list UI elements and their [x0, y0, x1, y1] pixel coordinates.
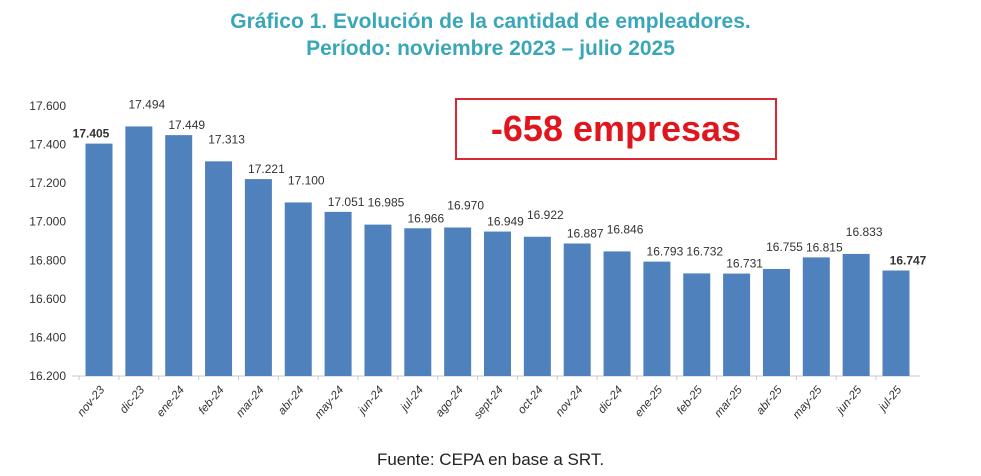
x-tick-label: oct-24 [516, 384, 546, 416]
data-label: 16.747 [890, 254, 927, 268]
x-tick-label: jul-25 [876, 384, 905, 415]
source-note: Fuente: CEPA en base a SRT. [376, 450, 605, 469]
bar [523, 236, 551, 376]
bar [723, 273, 751, 376]
bar [802, 257, 830, 376]
y-tick-label: 17.600 [29, 99, 66, 113]
bar [244, 179, 272, 376]
data-label: 16.922 [527, 208, 564, 222]
data-label: 17.494 [128, 97, 165, 111]
annotation-box: -658 empresas [455, 98, 777, 160]
x-tick-label: ene-25 [633, 384, 666, 420]
y-tick-label: 16.400 [29, 330, 66, 344]
data-label: 17.100 [288, 173, 325, 187]
data-label: 16.833 [846, 225, 883, 239]
bar [643, 261, 671, 376]
x-tick-label: nov-24 [554, 384, 586, 419]
bar [683, 273, 711, 376]
bar [324, 211, 352, 376]
x-tick-label: jun-25 [833, 384, 864, 418]
x-tick-label: may-25 [791, 384, 825, 422]
x-tick-label: feb-24 [197, 384, 227, 417]
bar [484, 231, 511, 376]
x-tick-label: jul-24 [398, 384, 427, 415]
data-label: 16.755 [766, 240, 803, 254]
x-tick-label: mar-24 [234, 384, 266, 419]
bar [404, 228, 432, 376]
data-label: 17.313 [208, 132, 245, 146]
data-label: 17.449 [168, 118, 205, 132]
y-tick-label: 16.200 [29, 369, 66, 383]
y-tick-label: 17.000 [29, 215, 66, 229]
x-tick-label: abr-25 [754, 384, 785, 417]
data-label: 16.949 [487, 215, 524, 229]
bar [842, 253, 870, 376]
data-label: 16.966 [407, 211, 444, 225]
y-tick-label: 17.200 [29, 176, 66, 190]
x-tick-label: nov-23 [75, 384, 107, 419]
bar [563, 243, 591, 376]
data-label: 16.970 [447, 199, 484, 213]
data-label: 17.221 [248, 162, 285, 176]
x-tick-label: may-24 [313, 384, 347, 421]
bar [85, 143, 113, 376]
data-label: 16.793 [647, 245, 684, 259]
x-tick-label: dic-24 [596, 384, 625, 416]
bar [165, 135, 193, 376]
bar [125, 126, 153, 376]
bar [603, 251, 631, 376]
x-tick-label: feb-25 [675, 384, 706, 417]
data-label: 16.732 [686, 244, 723, 258]
y-tick-label: 16.800 [29, 253, 66, 267]
bar [364, 224, 392, 376]
x-tick-label: mar-25 [712, 384, 745, 420]
chart-title: Gráfico 1. Evolución de la cantidad de e… [230, 10, 751, 33]
data-label: 17.405 [73, 127, 110, 141]
x-tick-label: ago-24 [434, 384, 466, 419]
chart-subtitle: Período: noviembre 2023 – julio 2025 [306, 37, 675, 60]
bar [284, 202, 312, 376]
x-tick-label: dic-23 [118, 384, 148, 416]
data-label: 16.887 [567, 227, 604, 241]
data-label: 16.985 [368, 196, 405, 210]
data-label: 16.731 [726, 257, 763, 271]
x-tick-label: sept-24 [472, 384, 506, 421]
bar [882, 270, 910, 376]
bar [205, 161, 233, 376]
x-tick-label: ene-24 [155, 384, 187, 419]
data-label: 17.051 [328, 195, 365, 209]
data-label: 16.846 [607, 222, 644, 236]
y-tick-label: 17.400 [29, 138, 66, 152]
y-tick-label: 16.600 [29, 292, 66, 306]
x-tick-label: abr-24 [276, 384, 306, 417]
bar [762, 268, 790, 376]
bar [444, 227, 472, 376]
data-label: 16.815 [806, 240, 843, 254]
x-tick-label: jun-24 [355, 384, 386, 418]
